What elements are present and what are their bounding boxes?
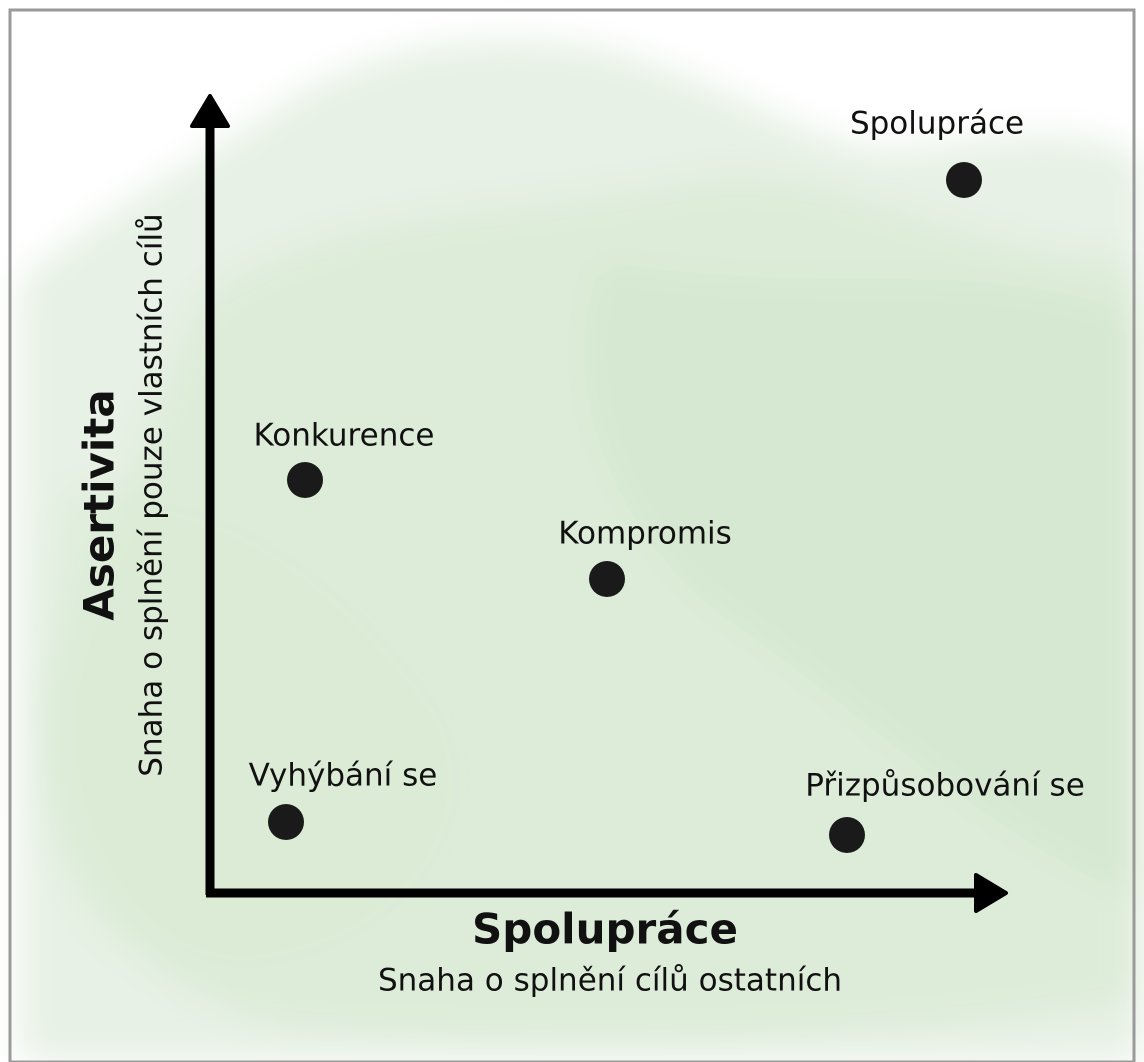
x-axis-title: Spolupráce [472,905,738,954]
node-dot [829,817,865,853]
y-axis-title: Asertivita [75,389,124,620]
node-dot [268,804,304,840]
y-axis-subtitle: Snaha o splnění pouze vlastních cílů [134,213,170,776]
node-dot [589,561,625,597]
node-label: Vyhýbání se [249,758,438,794]
node-label: Spolupráce [850,106,1024,142]
node-dot [946,162,982,198]
node-label: Kompromis [558,516,732,552]
node-label: Přizpůsobování se [805,768,1085,804]
frame [8,8,1136,1062]
watercolor [20,40,1144,1062]
x-arrow [974,873,1008,913]
y-arrow [190,94,230,128]
x-axis-subtitle: Snaha o splnění cílů ostatních [378,963,842,999]
node-dot [287,462,323,498]
node-label: Konkurence [254,418,435,454]
axes [190,94,1008,913]
